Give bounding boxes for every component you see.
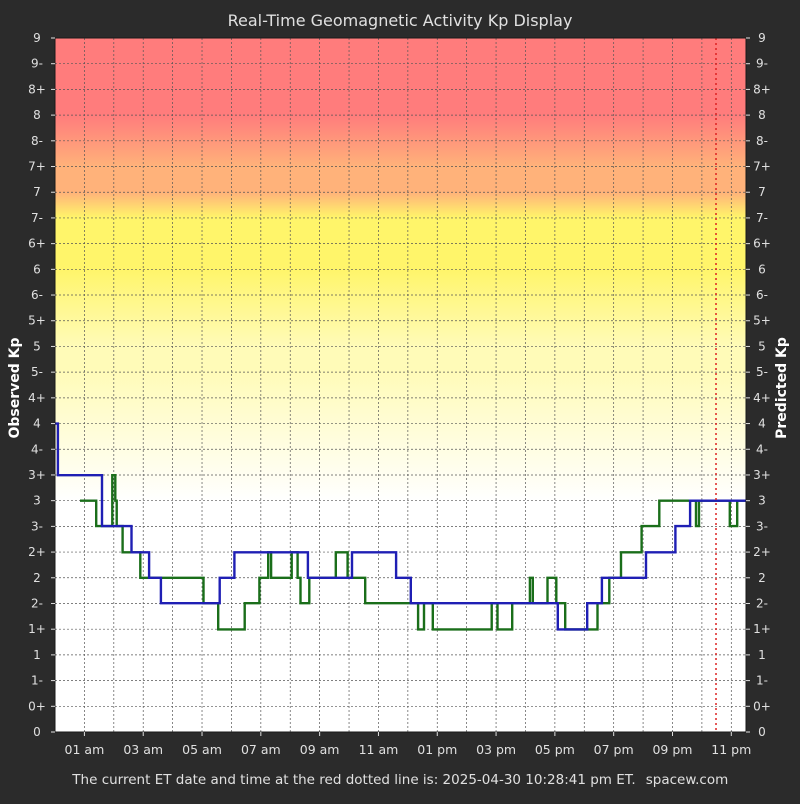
y-tick-label-left: 2 [33, 571, 41, 585]
y-tick-label-left: 4+ [28, 391, 46, 405]
y-tick-label-left: 2- [31, 596, 43, 610]
y-tick-label-left: 7- [31, 211, 43, 225]
y-tick-label-right: 1 [758, 648, 766, 662]
x-tick-label: 11 am [359, 742, 399, 757]
y-tick-label-right: 1+ [753, 622, 771, 636]
y-tick-label-left: 8- [31, 134, 43, 148]
y-tick-label-right: 3 [758, 494, 766, 508]
x-tick-label: 07 am [241, 742, 281, 757]
predicted-kp-line [55, 422, 746, 631]
y-tick-label-right: 6- [756, 288, 768, 302]
y-tick-label-left: 5- [31, 365, 43, 379]
y-tick-label-right: 4- [756, 442, 768, 456]
y-tick-label-right: 3- [756, 519, 768, 533]
y-tick-label-left: 3- [31, 519, 43, 533]
x-tick-label: 05 pm [535, 742, 575, 757]
x-tick-label: 11 pm [711, 742, 751, 757]
x-tick-label: 03 am [123, 742, 163, 757]
y-tick-label-right: 8- [756, 134, 768, 148]
x-tick-label: 01 am [65, 742, 105, 757]
y-tick-label-right: 6 [758, 262, 766, 276]
y-tick-label-right: 5- [756, 365, 768, 379]
x-tick-label: 07 pm [594, 742, 634, 757]
current-time-caption: The current ET date and time at the red … [71, 772, 635, 788]
y-tick-label-left: 7+ [28, 160, 46, 174]
y-tick-label-left: 9 [33, 31, 41, 45]
y-axis-label-observed: Observed Kp [7, 337, 23, 438]
y-tick-label-right: 7+ [753, 160, 771, 174]
x-tick-label: 09 am [300, 742, 340, 757]
y-tick-label-right: 4+ [753, 391, 771, 405]
y-tick-label-right: 5+ [753, 314, 771, 328]
y-tick-label-left: 1 [33, 648, 41, 662]
y-tick-label-right: 2+ [753, 545, 771, 559]
y-tick-label-left: 7 [33, 185, 41, 199]
y-tick-label-left: 6- [31, 288, 43, 302]
y-tick-label-right: 0+ [753, 699, 771, 713]
y-tick-label-right: 5 [758, 339, 766, 353]
plot-background [55, 38, 746, 732]
y-tick-label-left: 4- [31, 442, 43, 456]
plot-frame [54, 37, 747, 733]
y-axis-label-predicted: Predicted Kp [774, 337, 790, 439]
y-tick-label-right: 1- [756, 674, 768, 688]
y-tick-label-left: 1+ [28, 622, 46, 636]
brand-label: spacew.com [646, 772, 729, 788]
y-tick-label-right: 8 [758, 108, 766, 122]
plot-area: 0 0 0+ 0+ 1- 1- 1 1 1+ 1+ 2- 2- 2 2 2+ 2+ 3- 3- 3 3 3+ 3+ 4- 4-… [28, 31, 771, 757]
y-tick-label-right: 3+ [753, 468, 771, 482]
y-tick-label-right: 2- [756, 596, 768, 610]
y-tick-label-right: 0 [758, 725, 766, 739]
y-tick-label-right: 7- [756, 211, 768, 225]
y-tick-label-right: 2 [758, 571, 766, 585]
x-tick-label: 05 am [182, 742, 222, 757]
observed-kp-line [80, 474, 746, 631]
x-tick-label: 03 pm [476, 742, 516, 757]
chart-title: Real-Time Geomagnetic Activity Kp Displa… [228, 11, 573, 30]
y-tick-label-right: 6+ [753, 237, 771, 251]
y-tick-label-left: 4 [33, 417, 41, 431]
y-tick-label-left: 9- [31, 57, 43, 71]
y-tick-label-right: 8+ [753, 82, 771, 96]
y-tick-label-left: 3 [33, 494, 41, 508]
x-tick-label: 09 pm [652, 742, 692, 757]
y-tick-label-right: 9 [758, 31, 766, 45]
y-tick-label-left: 8 [33, 108, 41, 122]
y-tick-label-left: 6+ [28, 237, 46, 251]
y-tick-label-left: 0 [33, 725, 41, 739]
y-tick-label-right: 4 [758, 417, 766, 431]
y-tick-label-left: 8+ [28, 82, 46, 96]
y-tick-label-left: 0+ [28, 699, 46, 713]
x-tick-label: 01 pm [417, 742, 457, 757]
y-tick-label-left: 5+ [28, 314, 46, 328]
y-tick-label-left: 1- [31, 674, 43, 688]
y-tick-label-left: 2+ [28, 545, 46, 559]
y-tick-label-left: 5 [33, 339, 41, 353]
y-tick-label-right: 7 [758, 185, 766, 199]
y-tick-label-right: 9- [756, 57, 768, 71]
y-tick-label-left: 6 [33, 262, 41, 276]
y-tick-label-left: 3+ [28, 468, 46, 482]
